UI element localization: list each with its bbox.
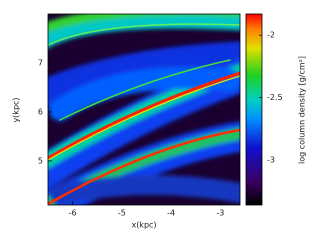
y-axis-label: y(kpc) xyxy=(12,97,21,122)
x-tick-label: -6 xyxy=(69,209,77,218)
colorbar-tick-label: -2 xyxy=(267,31,275,40)
y-tick-label: 5 xyxy=(38,156,43,165)
density-map xyxy=(48,14,240,205)
colorbar-label: log column density [g/cm²] xyxy=(298,56,307,164)
colorbar-tick-label: -3 xyxy=(267,156,275,165)
y-tick-label: 7 xyxy=(38,58,43,67)
colorbar xyxy=(245,13,263,206)
x-tick-label: -3 xyxy=(216,209,224,218)
x-tick-label: -4 xyxy=(167,209,175,218)
colorbar-tick-label: -2.5 xyxy=(267,93,283,102)
y-tick-label: 6 xyxy=(38,107,43,116)
x-axis-label: x(kpc) xyxy=(131,221,156,230)
plot-frame xyxy=(47,13,241,206)
x-tick-label: -5 xyxy=(118,209,126,218)
